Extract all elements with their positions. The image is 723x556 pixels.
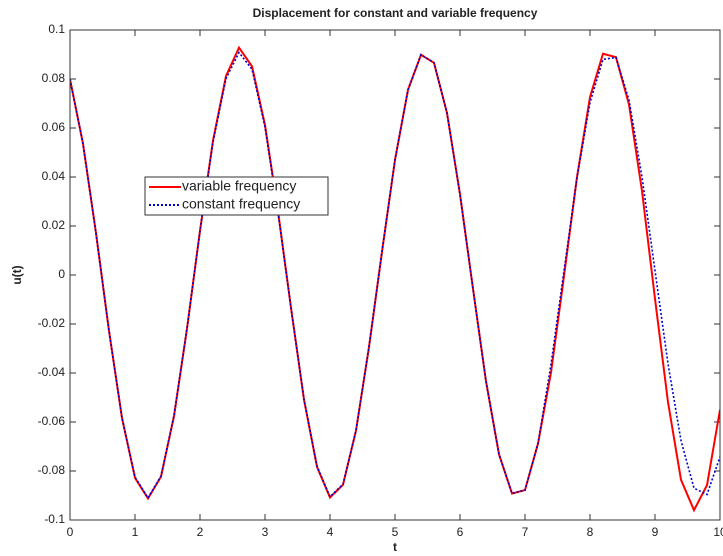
x-tick-label: 0 — [67, 525, 74, 539]
y-tick-label: 0.06 — [42, 120, 66, 134]
y-tick-label: -0.02 — [38, 316, 66, 330]
y-tick-label: -0.06 — [38, 414, 66, 428]
x-tick-label: 7 — [522, 525, 529, 539]
y-tick-label: -0.08 — [38, 463, 66, 477]
legend-label: variable frequency — [182, 178, 296, 194]
y-tick-label: 0 — [58, 267, 65, 281]
y-axis-label: u(t) — [10, 265, 24, 284]
y-tick-label: 0.04 — [42, 169, 66, 183]
y-tick-label: 0.08 — [42, 71, 66, 85]
x-tick-label: 8 — [587, 525, 594, 539]
y-tick-label: -0.04 — [38, 365, 66, 379]
x-tick-label: 1 — [132, 525, 139, 539]
y-tick-label: 0.1 — [48, 22, 65, 36]
plot-frame — [69, 29, 721, 521]
legend-label: constant frequency — [182, 196, 300, 212]
x-tick-label: 5 — [392, 525, 399, 539]
y-tick-label: 0.02 — [42, 218, 66, 232]
x-tick-label: 6 — [457, 525, 464, 539]
x-tick-label: 2 — [197, 525, 204, 539]
x-tick-label: 4 — [327, 525, 334, 539]
chart-title: Displacement for constant and variable f… — [253, 6, 538, 20]
x-tick-label: 10 — [713, 525, 723, 539]
x-axis-label: t — [393, 540, 397, 554]
x-tick-label: 9 — [652, 525, 659, 539]
legend-box — [144, 176, 329, 216]
series-line — [70, 51, 720, 500]
x-tick-label: 3 — [262, 525, 269, 539]
y-tick-label: -0.1 — [44, 512, 65, 526]
